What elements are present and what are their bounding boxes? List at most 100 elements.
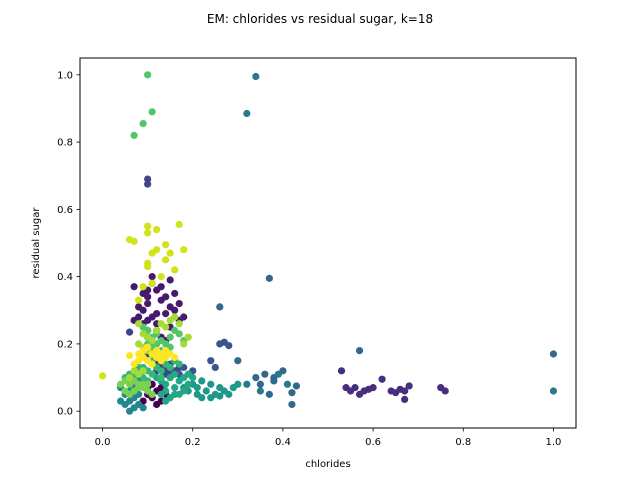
data-point — [153, 310, 161, 318]
data-point — [116, 380, 125, 388]
data-point — [252, 373, 260, 382]
x-tick-label: 0.4 — [275, 437, 291, 448]
data-point — [171, 353, 179, 361]
y-tick-label: 1.0 — [57, 70, 73, 81]
data-point — [130, 131, 138, 139]
data-point — [265, 274, 273, 282]
data-point — [355, 390, 364, 398]
data-point — [180, 246, 188, 254]
x-axis-label: chlorides — [305, 459, 350, 470]
y-axis: 0.0 0.2 0.4 0.6 0.8 1.0 — [57, 70, 80, 418]
data-point — [193, 390, 201, 398]
data-point — [139, 283, 147, 291]
data-point — [243, 109, 251, 118]
data-point — [288, 389, 296, 397]
data-point — [184, 380, 192, 388]
chart-title: EM: chlorides vs residual sugar, k=18 — [207, 12, 433, 26]
x-tick-label: 0.0 — [95, 437, 111, 448]
data-point — [153, 326, 161, 335]
data-point — [171, 289, 179, 298]
data-point — [157, 273, 165, 281]
data-point — [189, 373, 197, 382]
data-point — [144, 180, 152, 188]
data-point — [175, 299, 183, 308]
data-point — [162, 241, 170, 249]
data-point — [157, 367, 165, 375]
data-point — [148, 336, 156, 345]
data-point — [270, 377, 278, 385]
data-point — [171, 306, 179, 314]
data-point — [162, 256, 170, 264]
data-point — [175, 360, 183, 368]
data-point — [130, 283, 138, 291]
data-point — [148, 360, 156, 368]
points-layer — [98, 71, 558, 415]
data-point — [256, 380, 264, 388]
data-point — [207, 380, 215, 388]
y-axis-label: residual sugar — [31, 207, 42, 279]
data-point — [234, 380, 242, 388]
data-point — [153, 246, 161, 254]
data-point — [378, 375, 386, 383]
data-point — [351, 384, 359, 392]
data-point — [148, 108, 156, 116]
data-point — [144, 293, 152, 301]
data-point — [157, 283, 165, 291]
data-point — [175, 330, 183, 338]
data-point — [171, 266, 179, 274]
y-tick-label: 0.2 — [57, 339, 73, 350]
data-point — [292, 382, 301, 390]
data-point — [392, 389, 400, 397]
x-tick-label: 0.6 — [365, 437, 381, 448]
data-point — [256, 387, 264, 395]
data-point — [549, 387, 558, 395]
y-tick-label: 0.4 — [57, 272, 73, 283]
data-point — [144, 71, 152, 79]
data-point — [153, 225, 161, 234]
data-point — [441, 387, 449, 395]
data-point — [252, 72, 260, 81]
data-point — [139, 119, 147, 128]
data-point — [98, 372, 107, 380]
x-axis: 0.0 0.2 0.4 0.6 0.8 1.0 — [95, 428, 561, 448]
data-point — [288, 400, 296, 409]
data-point — [243, 380, 251, 388]
data-point — [144, 222, 152, 230]
data-point — [148, 370, 156, 378]
data-point — [202, 387, 210, 395]
data-point — [144, 229, 152, 237]
data-point — [198, 377, 206, 385]
data-point — [225, 341, 233, 350]
y-tick-label: 0.8 — [57, 138, 73, 149]
data-point — [135, 303, 143, 311]
data-point — [130, 360, 138, 368]
data-point — [193, 384, 201, 392]
data-point — [216, 392, 224, 400]
data-point — [207, 357, 215, 365]
data-point — [166, 333, 174, 341]
data-point — [549, 350, 558, 358]
data-point — [144, 299, 152, 308]
y-tick-label: 0.0 — [57, 407, 73, 418]
data-point — [283, 380, 292, 388]
data-point — [166, 276, 174, 284]
data-point — [162, 347, 170, 355]
data-point — [216, 303, 224, 311]
data-point — [405, 382, 413, 390]
data-point — [157, 390, 165, 398]
data-point — [180, 340, 188, 348]
data-point — [162, 293, 170, 301]
data-point — [148, 273, 156, 281]
data-point — [369, 384, 377, 392]
data-point — [261, 370, 269, 378]
data-point — [144, 380, 152, 388]
data-point — [126, 328, 134, 336]
x-tick-label: 0.2 — [185, 437, 201, 448]
data-point — [171, 313, 179, 321]
data-point — [153, 400, 161, 409]
y-tick-label: 0.6 — [57, 205, 73, 216]
data-point — [144, 175, 152, 183]
data-point — [184, 333, 192, 341]
data-point — [148, 390, 156, 398]
